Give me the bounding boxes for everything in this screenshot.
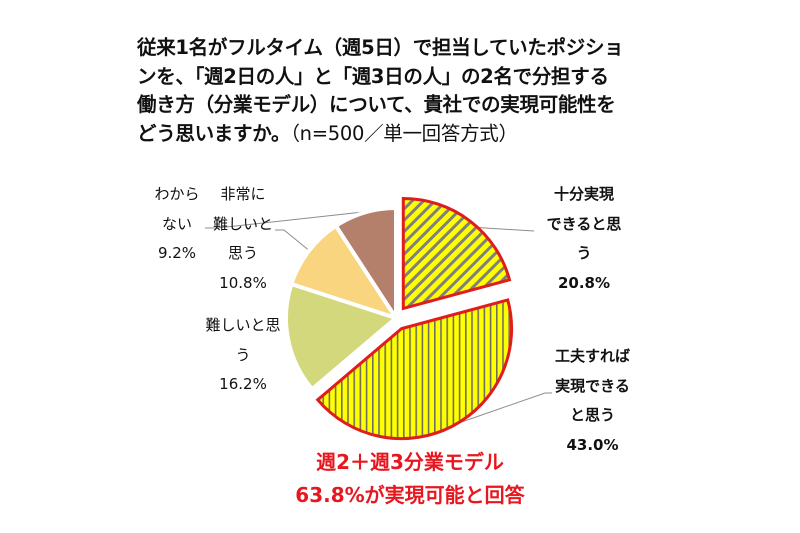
label-text: 非常に xyxy=(220,185,266,203)
callout-line-2: 63.8%が実現可能と回答 xyxy=(295,483,525,507)
label-text: 思う xyxy=(227,244,258,262)
title-line-4: どう思いますか。（n=500／単一回答方式） xyxy=(137,120,677,149)
title-question-end: どう思いますか。 xyxy=(137,121,291,145)
label-very-difficult: 非常に 難しいと 思う 10.8% xyxy=(203,180,283,298)
label-text: ない xyxy=(161,214,192,233)
label-text: 実現できる xyxy=(555,376,630,395)
label-text: と思う xyxy=(569,406,615,424)
title-line-3: 働き方（分業モデル）について、貴社での実現可能性を xyxy=(137,93,616,116)
label-text: 難しいと xyxy=(212,214,273,233)
callout-line-1: 週2＋週3分業モデル xyxy=(316,450,504,474)
leader-line-feasible-with-effort xyxy=(452,392,552,426)
label-text: う xyxy=(576,244,592,262)
label-value: 9.2% xyxy=(157,244,197,262)
label-very-feasible: 十分実現 できると思 う 20.8% xyxy=(538,180,630,298)
label-value: 16.2% xyxy=(219,375,267,393)
label-difficult: 難しいと思 う 16.2% xyxy=(198,311,288,400)
label-text: 難しいと思 xyxy=(205,316,281,334)
slice-very-feasible xyxy=(401,196,512,311)
callout-annotation: 週2＋週3分業モデル 63.8%が実現可能と回答 xyxy=(260,446,560,512)
label-dont-know: わから ない 9.2% xyxy=(148,180,206,269)
label-text: わから xyxy=(154,185,200,203)
slice-feasible-with-effort xyxy=(315,298,514,441)
label-text: できると思 xyxy=(546,214,622,233)
leader-line-very-difficult xyxy=(275,229,312,253)
label-value: 20.8% xyxy=(557,273,611,292)
title-line-1: 従来1名がフルタイム（週5日）で担当していたポジショ xyxy=(137,36,624,59)
chart-title: 従来1名がフルタイム（週5日）で担当していたポジショ ンを、「週2日の人」と「週… xyxy=(137,34,677,148)
label-value: 10.8% xyxy=(219,273,267,292)
label-value: 43.0% xyxy=(566,435,619,454)
label-text: う xyxy=(235,345,251,364)
title-line-2: ンを、「週2日の人」と「週3日の人」の2名で分担する xyxy=(137,64,609,88)
label-text: 十分実現 xyxy=(553,185,614,203)
label-text: 工夫すれば xyxy=(554,347,630,365)
slice-dont-know xyxy=(333,205,398,325)
title-sample-note: （n=500／単一回答方式） xyxy=(290,121,518,145)
leader-line-dont-know xyxy=(205,210,373,229)
label-feasible-with-effort: 工夫すれば 実現できる と思う 43.0% xyxy=(545,342,640,460)
